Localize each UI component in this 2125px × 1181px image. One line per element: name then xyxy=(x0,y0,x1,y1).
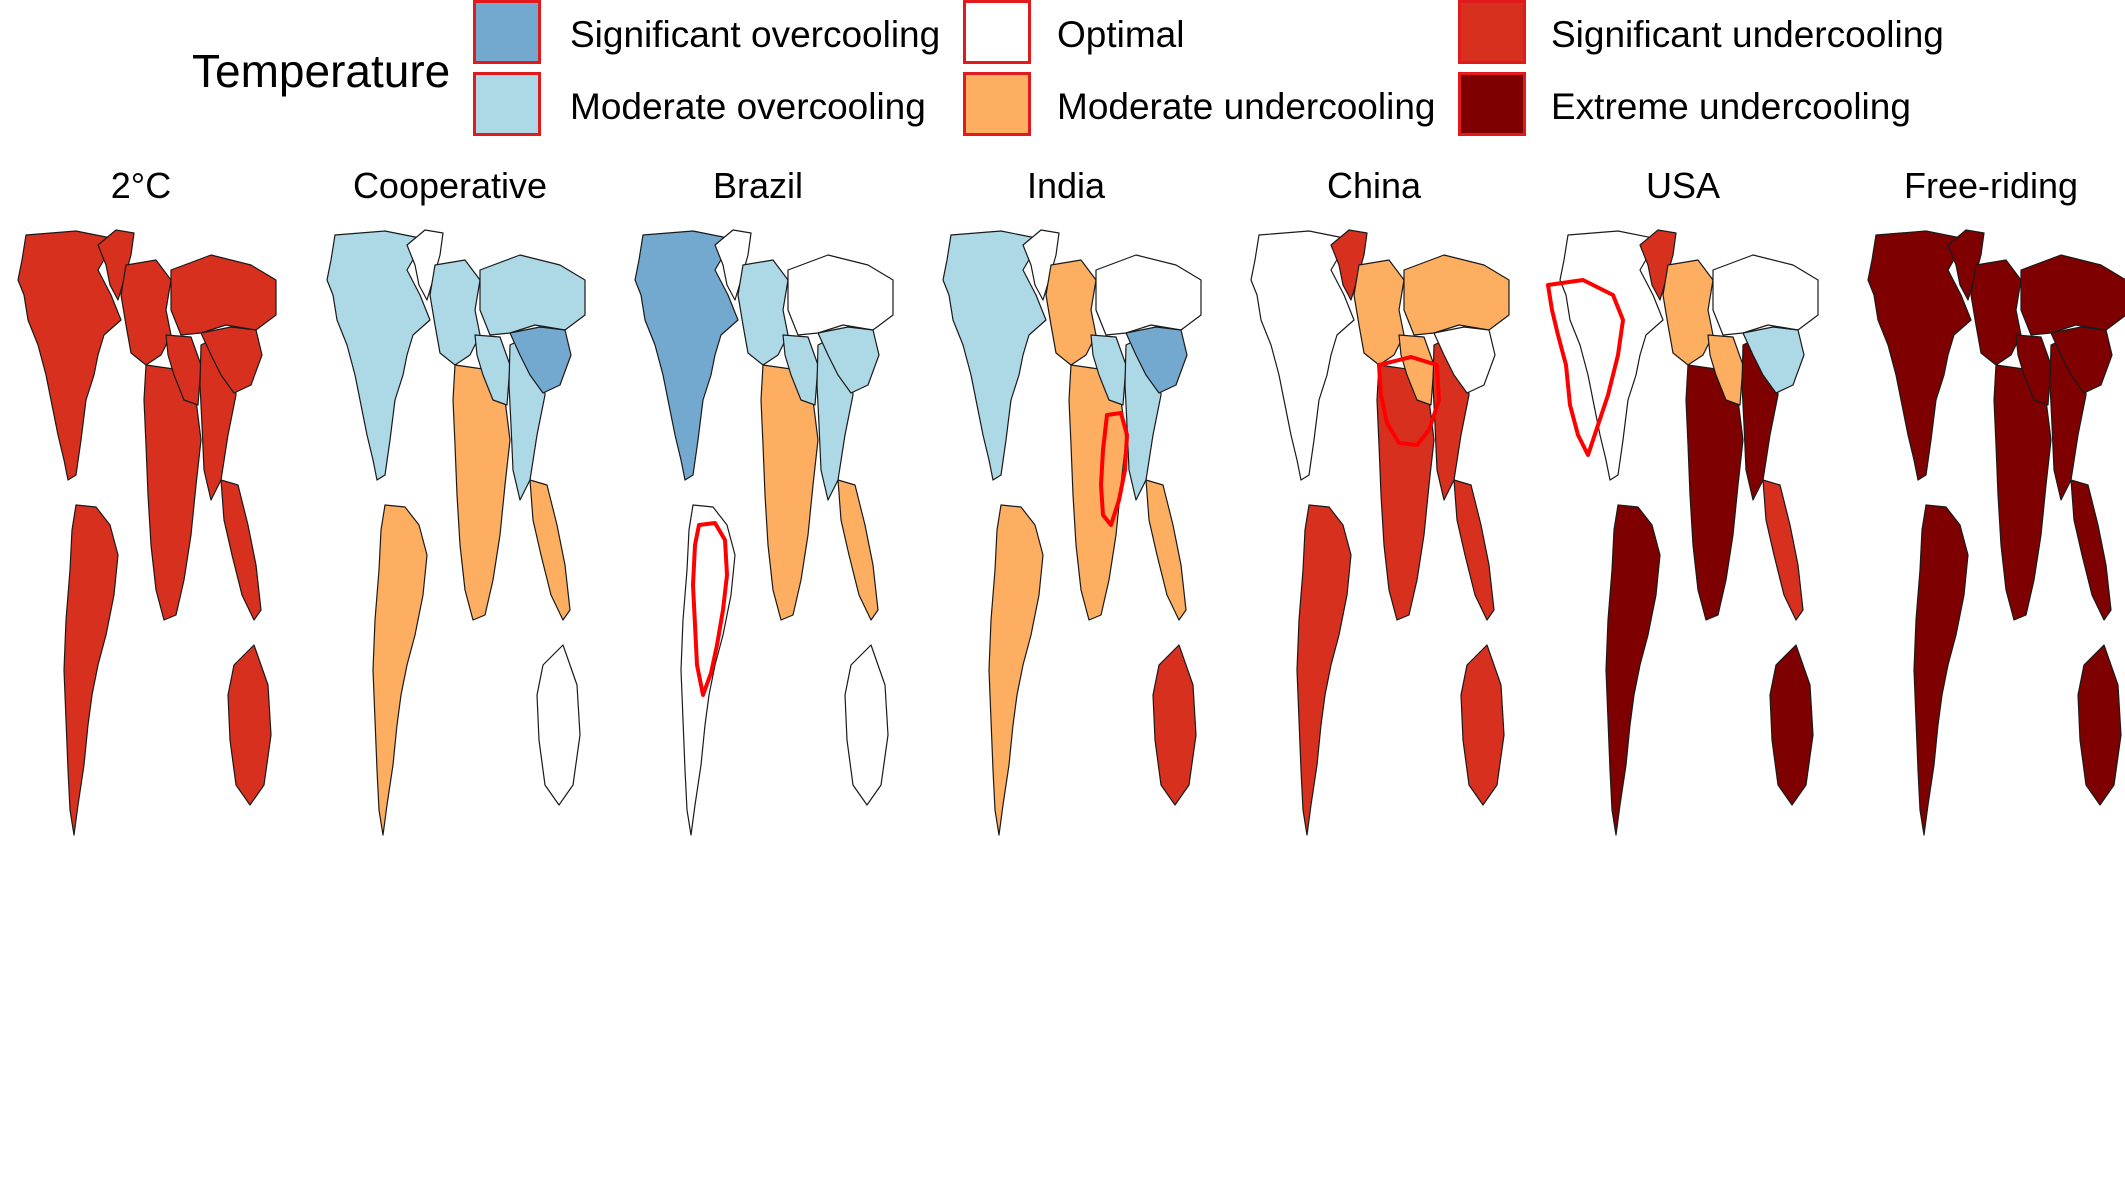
region-china xyxy=(200,326,263,394)
region-southeast-asia xyxy=(1145,479,1187,621)
highlight-usa xyxy=(1546,278,1625,457)
region-southeast-asia xyxy=(837,479,879,621)
region-north-america xyxy=(17,230,122,481)
region-china xyxy=(1125,326,1188,394)
legend-title: Temperature xyxy=(192,45,451,97)
legend-label-extreme-undercooling: Extreme undercooling xyxy=(1551,86,1911,127)
legend-swatch-significant-undercooling xyxy=(1458,0,1526,64)
region-middle-east xyxy=(1707,334,1744,406)
region-russia xyxy=(1712,254,1819,336)
region-middle-east xyxy=(1090,334,1127,406)
region-russia xyxy=(787,254,894,336)
region-russia xyxy=(1403,254,1510,336)
region-russia xyxy=(170,254,277,336)
region-southeast-asia xyxy=(1453,479,1495,621)
legend-swatch-moderate-undercooling xyxy=(963,72,1031,136)
legend: Temperature Significant overcooling Mode… xyxy=(0,0,2125,150)
legend-label-moderate-undercooling: Moderate undercooling xyxy=(1057,86,1436,127)
legend-label-significant-overcooling: Significant overcooling xyxy=(570,14,941,55)
region-africa xyxy=(760,364,819,621)
region-southeast-asia xyxy=(2070,479,2112,621)
region-europe xyxy=(120,259,172,366)
map-panel-usa xyxy=(1546,229,1819,836)
region-north-america xyxy=(1867,230,1972,481)
region-africa xyxy=(1993,364,2052,621)
region-north-america xyxy=(942,230,1047,481)
region-south-america xyxy=(1296,504,1352,836)
legend-swatch-extreme-undercooling xyxy=(1458,72,1526,136)
panel-title-free-riding: Free-riding xyxy=(1903,165,2079,206)
region-africa xyxy=(452,364,511,621)
region-australia xyxy=(2077,644,2122,806)
legend-label-significant-undercooling: Significant undercooling xyxy=(1551,14,1944,55)
region-russia xyxy=(2020,254,2125,336)
legend-swatch-moderate-overcooling xyxy=(473,72,541,136)
region-north-america xyxy=(1250,230,1355,481)
region-africa xyxy=(143,364,202,621)
region-europe xyxy=(1662,259,1714,366)
panel-title-2c: 2°C xyxy=(110,165,172,206)
region-russia xyxy=(479,254,586,336)
region-china xyxy=(1433,326,1496,394)
region-south-america xyxy=(988,504,1044,836)
region-southeast-asia xyxy=(1762,479,1804,621)
map-panel-2-c xyxy=(17,229,277,836)
region-north-america xyxy=(326,230,431,481)
region-southeast-asia xyxy=(529,479,571,621)
map-panel-brazil xyxy=(634,229,894,836)
highlight-brazil xyxy=(691,521,729,697)
region-middle-east xyxy=(165,334,202,406)
map-panel-china xyxy=(1250,229,1510,836)
region-australia xyxy=(1769,644,1814,806)
region-europe xyxy=(1045,259,1097,366)
legend-swatch-significant-overcooling xyxy=(473,0,541,64)
region-china xyxy=(509,326,572,394)
region-australia xyxy=(1152,644,1197,806)
region-australia xyxy=(227,644,272,806)
region-russia xyxy=(1095,254,1202,336)
region-china xyxy=(2050,326,2113,394)
region-south-america xyxy=(372,504,428,836)
panel-title-china: China xyxy=(1326,165,1422,206)
region-middle-east xyxy=(2015,334,2052,406)
region-north-america xyxy=(1559,230,1664,481)
region-australia xyxy=(1460,644,1505,806)
region-south-america xyxy=(1913,504,1969,836)
region-china xyxy=(817,326,880,394)
region-europe xyxy=(1970,259,2022,366)
panel-title-usa: USA xyxy=(1645,165,1721,206)
region-south-america xyxy=(1605,504,1661,836)
region-africa xyxy=(1685,364,1744,621)
legend-label-moderate-overcooling: Moderate overcooling xyxy=(570,86,926,127)
world-maps xyxy=(17,229,2125,836)
region-china xyxy=(1742,326,1805,394)
highlight-india xyxy=(1099,411,1129,527)
panel-title-cooperative: Cooperative xyxy=(352,165,548,206)
region-middle-east xyxy=(782,334,819,406)
map-panel-india xyxy=(942,229,1202,836)
region-australia xyxy=(536,644,581,806)
legend-label-optimal: Optimal xyxy=(1057,14,1185,55)
region-southeast-asia xyxy=(220,479,262,621)
panel-title-brazil: Brazil xyxy=(712,165,804,206)
region-south-america xyxy=(63,504,119,836)
map-panel-free-riding xyxy=(1867,229,2125,836)
panel-title-india: India xyxy=(1026,165,1106,206)
map-panel-cooperative xyxy=(326,229,586,836)
region-europe xyxy=(737,259,789,366)
region-europe xyxy=(429,259,481,366)
legend-swatch-optimal xyxy=(963,0,1031,64)
highlight-china xyxy=(1377,355,1441,447)
region-north-america xyxy=(634,230,739,481)
region-australia xyxy=(844,644,889,806)
region-middle-east xyxy=(474,334,511,406)
region-europe xyxy=(1353,259,1405,366)
